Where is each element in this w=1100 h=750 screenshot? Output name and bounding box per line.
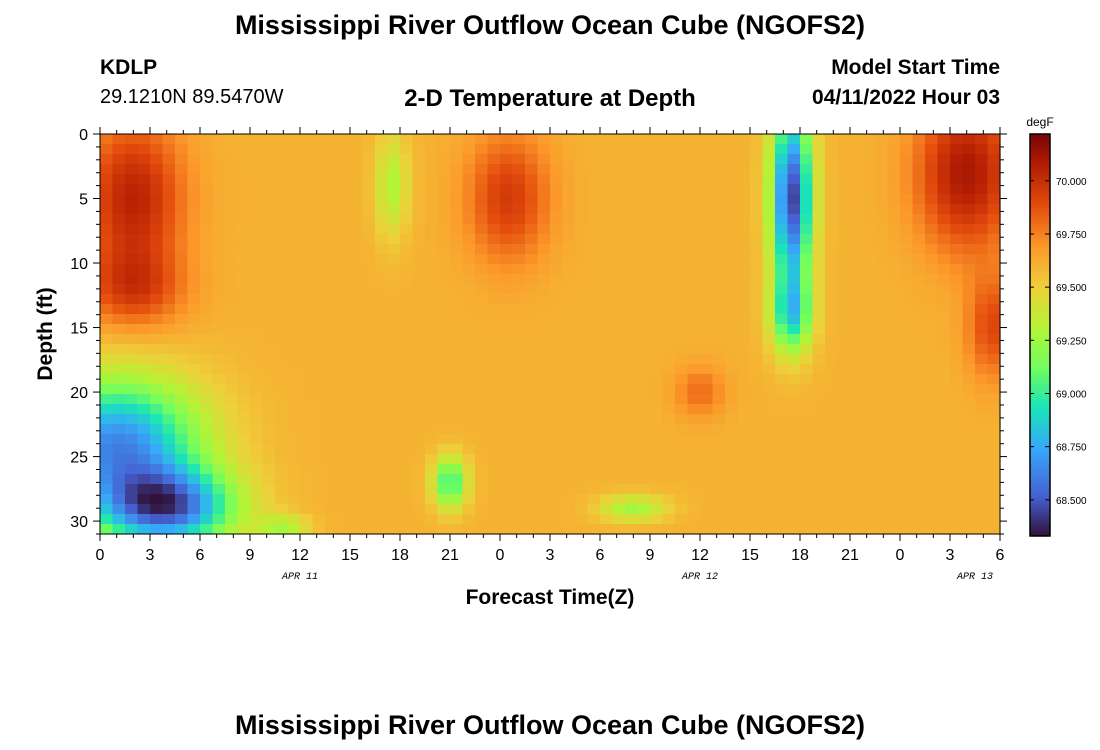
- heatmap-cells: [100, 134, 1001, 535]
- y-tick-label: 15: [70, 321, 88, 338]
- model-start-value: 04/11/2022 Hour 03: [812, 86, 1000, 109]
- x-tick-label: 21: [441, 547, 459, 564]
- x-tick-label: 9: [246, 547, 255, 564]
- x-tick-label: 15: [341, 547, 359, 564]
- x-tick-label: 6: [996, 547, 1005, 564]
- x-tick-label: 0: [96, 547, 105, 564]
- x-axis-label: Forecast Time(Z): [466, 586, 635, 609]
- colorbar-tick-label: 68.500: [1056, 496, 1087, 507]
- x-tick-label: 3: [546, 547, 555, 564]
- x-tick-label: 3: [146, 547, 155, 564]
- colorbar-tick-label: 70.000: [1056, 177, 1087, 188]
- y-tick-label: 5: [79, 192, 88, 209]
- y-tick-label: 10: [70, 256, 88, 273]
- footer-title: Mississippi River Outflow Ocean Cube (NG…: [234, 710, 866, 740]
- date-label: APR 12: [681, 572, 718, 583]
- station-id: KDLP: [100, 56, 158, 79]
- station-coords: 29.1210N 89.5470W: [100, 86, 284, 108]
- model-start-label: Model Start Time: [831, 56, 1000, 79]
- colorbar-tick-label: 69.250: [1056, 336, 1087, 347]
- plot-subtitle: 2-D Temperature at Depth: [404, 85, 696, 112]
- colorbar: [1029, 133, 1051, 537]
- x-tick-label: 12: [291, 547, 309, 564]
- y-tick-label: 0: [79, 127, 88, 144]
- date-label: APR 13: [956, 572, 993, 583]
- x-tick-label: 6: [196, 547, 205, 564]
- x-tick-label: 0: [496, 547, 505, 564]
- colorbar-tick-label: 68.750: [1056, 443, 1087, 454]
- x-tick-label: 3: [946, 547, 955, 564]
- x-tick-label: 21: [841, 547, 859, 564]
- colorbar-tick-label: 69.500: [1056, 283, 1087, 294]
- date-label: APR 11: [281, 572, 318, 583]
- colorbar-tick-label: 69.000: [1056, 389, 1087, 400]
- colorbar-unit: degF: [1026, 115, 1053, 129]
- x-tick-label: 15: [741, 547, 759, 564]
- x-tick-label: 18: [791, 547, 809, 564]
- x-tick-label: 9: [646, 547, 655, 564]
- y-axis-label: Depth (ft): [34, 287, 57, 380]
- x-tick-label: 0: [896, 547, 905, 564]
- x-tick-label: 18: [391, 547, 409, 564]
- page-title: Mississippi River Outflow Ocean Cube (NG…: [234, 10, 866, 40]
- x-tick-label: 12: [691, 547, 709, 564]
- colorbar-tick-label: 69.750: [1056, 230, 1087, 241]
- y-tick-label: 20: [70, 385, 88, 402]
- y-tick-label: 30: [70, 514, 88, 531]
- y-tick-label: 25: [70, 450, 88, 467]
- x-tick-label: 6: [596, 547, 605, 564]
